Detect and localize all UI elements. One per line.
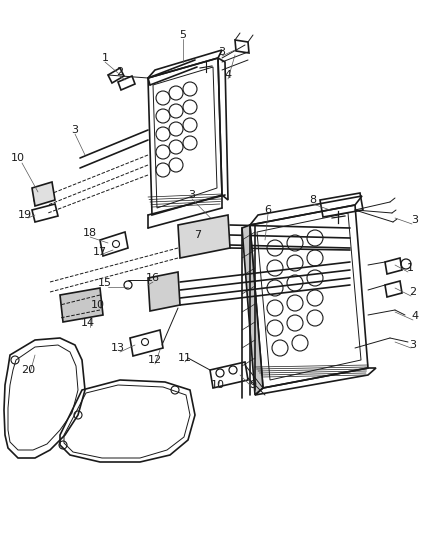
Text: 5: 5 [180, 30, 187, 40]
Polygon shape [60, 288, 103, 322]
Text: 19: 19 [18, 210, 32, 220]
Text: 6: 6 [265, 205, 272, 215]
Polygon shape [178, 215, 230, 258]
Text: 12: 12 [148, 355, 162, 365]
Text: 3: 3 [410, 340, 417, 350]
Text: 10: 10 [11, 153, 25, 163]
Text: 15: 15 [98, 278, 112, 288]
Circle shape [159, 293, 169, 303]
Text: 17: 17 [93, 247, 107, 257]
Text: 1: 1 [406, 263, 413, 273]
Text: 14: 14 [81, 318, 95, 328]
Text: 3: 3 [219, 47, 226, 57]
Text: 10: 10 [91, 300, 105, 310]
Text: 2: 2 [117, 67, 124, 77]
Text: 2: 2 [410, 287, 417, 297]
Text: 16: 16 [146, 273, 160, 283]
Text: 3: 3 [71, 125, 78, 135]
Text: 18: 18 [83, 228, 97, 238]
Text: 9: 9 [249, 380, 257, 390]
Text: 1: 1 [102, 53, 109, 63]
Text: 8: 8 [309, 195, 317, 205]
Text: 13: 13 [111, 343, 125, 353]
Polygon shape [148, 272, 180, 311]
Text: 10: 10 [211, 380, 225, 390]
Text: 3: 3 [188, 190, 195, 200]
Text: 3: 3 [411, 215, 418, 225]
Text: 4: 4 [411, 311, 419, 321]
Text: 11: 11 [178, 353, 192, 363]
Text: 4: 4 [224, 70, 232, 80]
Text: 20: 20 [21, 365, 35, 375]
Polygon shape [32, 182, 55, 206]
Polygon shape [242, 225, 263, 395]
Circle shape [159, 280, 169, 290]
Text: 7: 7 [194, 230, 201, 240]
